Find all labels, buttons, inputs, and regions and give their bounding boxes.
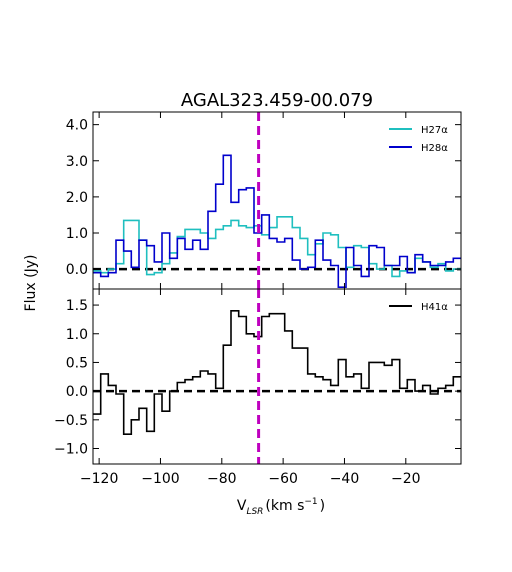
y-tick-label: 0.5: [66, 355, 88, 371]
axes-frame: [92, 111, 462, 290]
series-line-H41α: [93, 310, 461, 435]
y-tick-label: 2.0: [66, 190, 88, 206]
x-tick-label: −20: [391, 471, 421, 487]
panel-bottom: −1.0 −0.5 0.0 0.5 1.0 1.5 −120 −100 −80 −60 −40 −20…: [54, 288, 462, 487]
chart-title: AGAL323.459-00.079: [181, 90, 373, 111]
legend-label: H41α: [421, 302, 448, 313]
x-tick-label: −100: [141, 471, 179, 487]
series-line-H28α: [93, 154, 461, 288]
x-axis-label-sup: −1: [304, 497, 317, 507]
x-tick-label: −40: [330, 471, 360, 487]
axes-frame: [92, 288, 462, 465]
y-tick-label: 4.0: [66, 118, 88, 134]
y-tick-label: −1.0: [54, 442, 88, 458]
legend-label: H27α: [421, 125, 448, 136]
y-tick-label: 0.0: [66, 384, 88, 400]
series-line-H27α: [93, 216, 461, 278]
y-tick-label: 1.0: [66, 226, 88, 242]
x-axis-label-sub: LSR: [246, 507, 263, 517]
x-tick-label: −120: [80, 471, 118, 487]
y-tick-label: 1.5: [66, 298, 88, 314]
panel-top: 0.0 1.0 2.0 3.0 4.0 H27α H28α: [66, 111, 462, 290]
y-tick-label: 1.0: [66, 327, 88, 343]
legend-label: H28α: [421, 143, 448, 154]
x-axis-label: VLSR (km s−1): [237, 497, 325, 517]
y-tick-label: −0.5: [54, 413, 88, 429]
y-axis-label: Flux (Jy): [23, 255, 39, 312]
x-axis-label-close: ): [320, 498, 325, 514]
y-tick-label: 3.0: [66, 154, 88, 170]
x-axis-label-v: V: [237, 498, 247, 514]
x-tick-label: −80: [207, 471, 237, 487]
x-axis-label-unit: (km s: [265, 498, 304, 514]
y-tick-label: 0.0: [66, 262, 88, 278]
x-tick-label: −60: [268, 471, 298, 487]
